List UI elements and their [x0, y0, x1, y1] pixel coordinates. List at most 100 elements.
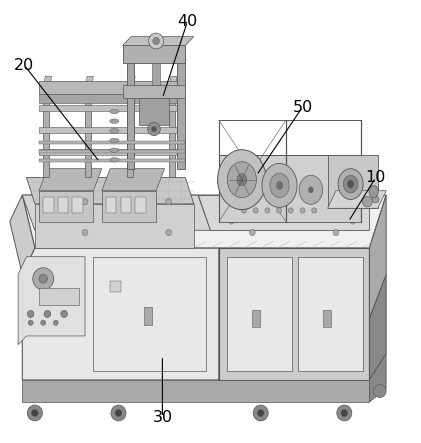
Bar [43, 197, 53, 213]
Polygon shape [152, 63, 160, 85]
Ellipse shape [309, 187, 313, 193]
Polygon shape [22, 248, 219, 380]
Circle shape [288, 208, 293, 213]
Polygon shape [102, 169, 165, 190]
Circle shape [333, 198, 339, 205]
Text: 10: 10 [365, 170, 386, 185]
Polygon shape [369, 274, 386, 380]
Ellipse shape [299, 175, 322, 204]
Polygon shape [127, 54, 134, 169]
Polygon shape [22, 195, 386, 248]
Polygon shape [219, 155, 361, 222]
Circle shape [242, 208, 246, 213]
Ellipse shape [369, 186, 378, 198]
Circle shape [333, 229, 339, 236]
Bar [120, 197, 131, 213]
Bar [144, 307, 152, 325]
Text: 30: 30 [152, 410, 173, 425]
Bar [93, 256, 206, 371]
Circle shape [28, 320, 33, 326]
Polygon shape [85, 76, 93, 89]
Text: 50: 50 [292, 100, 313, 115]
Circle shape [249, 229, 255, 236]
Circle shape [61, 197, 67, 202]
Bar [135, 197, 146, 213]
Bar [323, 310, 331, 327]
Circle shape [148, 122, 160, 136]
Circle shape [49, 219, 54, 224]
Bar [227, 256, 292, 371]
Bar [58, 197, 68, 213]
Polygon shape [328, 155, 378, 208]
Polygon shape [39, 149, 177, 155]
Circle shape [32, 409, 38, 416]
Circle shape [187, 219, 192, 224]
Circle shape [82, 229, 88, 236]
Circle shape [166, 229, 172, 236]
Circle shape [115, 409, 122, 416]
Circle shape [253, 405, 268, 421]
Ellipse shape [218, 150, 266, 210]
Polygon shape [39, 127, 177, 133]
Bar [110, 281, 120, 292]
Polygon shape [177, 54, 184, 169]
Bar [298, 256, 363, 371]
Ellipse shape [270, 173, 289, 198]
Ellipse shape [227, 162, 256, 198]
Circle shape [341, 409, 348, 416]
Polygon shape [123, 37, 194, 46]
Circle shape [152, 126, 157, 132]
Circle shape [337, 405, 352, 421]
Ellipse shape [343, 175, 358, 193]
Circle shape [229, 219, 234, 224]
Polygon shape [22, 195, 210, 230]
Polygon shape [10, 195, 35, 274]
Polygon shape [39, 94, 177, 103]
Ellipse shape [110, 138, 119, 143]
Polygon shape [123, 85, 185, 98]
Ellipse shape [110, 109, 119, 114]
Circle shape [111, 405, 126, 421]
Circle shape [39, 274, 48, 283]
Polygon shape [169, 76, 177, 89]
Circle shape [312, 208, 317, 213]
Circle shape [277, 208, 282, 213]
Polygon shape [27, 178, 194, 204]
Circle shape [33, 268, 53, 290]
Circle shape [149, 33, 164, 49]
Polygon shape [39, 141, 185, 144]
Circle shape [153, 38, 160, 45]
Circle shape [362, 196, 372, 207]
Text: 40: 40 [177, 14, 197, 29]
Polygon shape [39, 81, 177, 94]
Polygon shape [369, 195, 386, 319]
Text: 20: 20 [14, 58, 35, 73]
Polygon shape [18, 256, 85, 345]
Polygon shape [369, 354, 386, 402]
Bar [252, 310, 260, 327]
Circle shape [61, 311, 67, 318]
Polygon shape [127, 76, 135, 89]
Circle shape [27, 311, 34, 318]
Circle shape [265, 208, 270, 213]
Circle shape [257, 409, 264, 416]
Ellipse shape [110, 119, 119, 123]
Ellipse shape [237, 174, 247, 186]
Polygon shape [39, 150, 185, 153]
Polygon shape [35, 204, 194, 248]
Ellipse shape [277, 182, 282, 189]
Circle shape [346, 197, 351, 202]
Polygon shape [139, 98, 169, 124]
Polygon shape [219, 248, 369, 380]
Polygon shape [169, 89, 175, 178]
Circle shape [249, 198, 255, 205]
Bar [106, 197, 116, 213]
Polygon shape [39, 159, 185, 162]
Polygon shape [39, 105, 177, 112]
Ellipse shape [110, 158, 119, 162]
Ellipse shape [110, 128, 119, 133]
Circle shape [300, 208, 305, 213]
Polygon shape [39, 190, 93, 222]
Circle shape [242, 197, 246, 202]
Polygon shape [127, 89, 133, 178]
